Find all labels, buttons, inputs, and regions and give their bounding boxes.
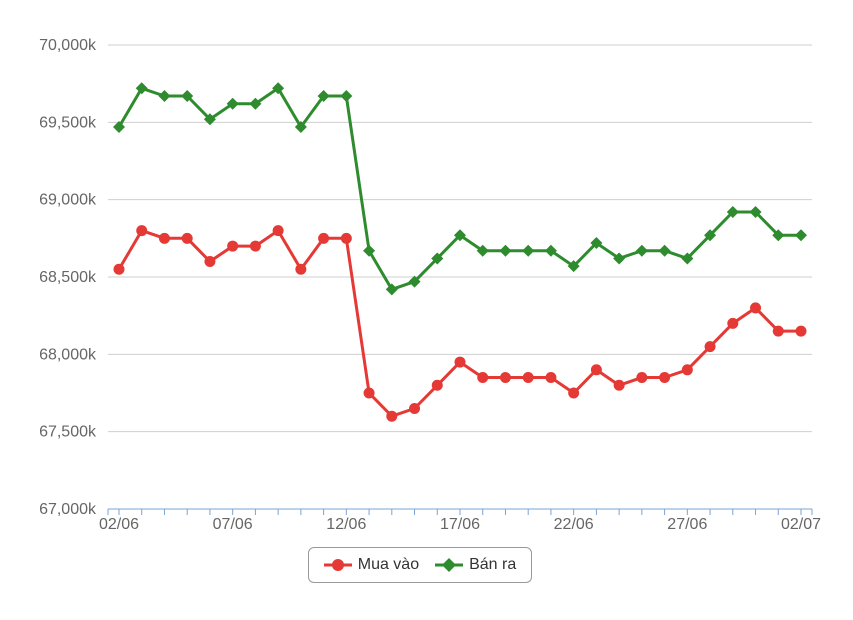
data-point: [158, 90, 171, 103]
data-point: [363, 244, 376, 257]
x-tick-label: 22/06: [554, 516, 594, 533]
data-point: [522, 244, 535, 257]
series-line-2: [117, 86, 801, 291]
data-point: [318, 232, 330, 244]
data-point: [227, 240, 239, 252]
data-point: [136, 225, 148, 237]
data-point: [409, 402, 421, 414]
legend-item-mua-vao[interactable]: Mua vào: [323, 556, 420, 574]
x-tick-label: 02/06: [99, 516, 139, 533]
data-point: [408, 275, 421, 288]
data-point: [454, 356, 466, 368]
legend-swatch-diamond-icon: [435, 558, 464, 572]
data-point: [340, 90, 353, 103]
data-point: [499, 372, 511, 384]
data-point: [249, 97, 262, 110]
y-tick-label: 67,500k: [39, 424, 97, 441]
data-point: [658, 244, 671, 257]
data-point: [567, 260, 580, 273]
y-tick-label: 69,000k: [39, 192, 97, 209]
y-tick-label: 67,000k: [39, 501, 97, 518]
x-tick-label: 02/07: [781, 516, 821, 533]
data-point: [704, 229, 717, 242]
data-point: [568, 387, 580, 399]
x-tick-label: 07/06: [213, 516, 253, 533]
legend-label: Bán ra: [469, 556, 517, 573]
data-point: [772, 325, 784, 337]
legend-item-ban-ra[interactable]: Bán ra: [435, 556, 516, 574]
x-tick-label: 27/06: [667, 516, 707, 533]
data-point: [590, 236, 603, 249]
series-layer: [113, 82, 807, 422]
data-point: [727, 317, 739, 329]
y-tick-label: 70,000k: [39, 37, 97, 54]
data-point: [795, 229, 807, 242]
data-point: [204, 256, 216, 268]
y-tick-label: 68,500k: [39, 269, 97, 286]
data-point: [545, 372, 557, 384]
x-tick-label: 17/06: [440, 516, 480, 533]
data-point: [431, 252, 444, 265]
data-point: [135, 82, 148, 95]
data-point: [613, 252, 626, 265]
series-line-1: [117, 229, 801, 418]
data-point: [613, 379, 625, 391]
data-point: [704, 341, 716, 353]
data-point: [113, 120, 125, 133]
y-axis: 67,000k 67,500k 68,000k 68,500k 69,000k 69,50…: [39, 37, 97, 518]
legend: Mua vào Bán ra: [308, 547, 532, 583]
data-point: [590, 364, 602, 376]
data-point: [522, 372, 534, 384]
data-point: [385, 283, 398, 296]
data-point: [431, 379, 443, 391]
data-point: [317, 90, 330, 103]
data-point: [158, 232, 170, 244]
data-point: [181, 232, 193, 244]
y-tick-label: 68,000k: [39, 346, 97, 363]
x-axis: 02/06 07/06 12/06 17/06 22/06 27/06 02/07: [99, 508, 821, 533]
data-point: [272, 225, 284, 237]
data-point: [272, 82, 285, 95]
data-point: [249, 240, 261, 252]
data-point: [203, 113, 216, 126]
data-point: [635, 244, 648, 257]
data-point: [681, 364, 693, 376]
data-point: [772, 229, 785, 242]
data-point: [181, 90, 194, 103]
legend-swatch-circle-icon: [323, 559, 352, 571]
data-point: [386, 410, 398, 422]
legend-label: Mua vào: [357, 556, 420, 573]
data-point: [544, 244, 557, 257]
data-point: [681, 252, 694, 265]
data-point: [340, 232, 352, 244]
grid-lines: [108, 44, 812, 510]
data-point: [294, 120, 307, 133]
data-point: [750, 302, 762, 314]
data-point: [363, 387, 375, 399]
data-point: [226, 97, 239, 110]
data-point: [636, 372, 648, 384]
data-point: [659, 372, 671, 384]
data-point: [499, 244, 512, 257]
data-point: [476, 244, 489, 257]
data-point: [454, 229, 466, 242]
x-tick-label: 12/06: [326, 516, 366, 533]
data-point: [113, 263, 125, 275]
data-point: [726, 206, 739, 219]
data-point: [477, 372, 489, 384]
data-point: [795, 325, 807, 337]
data-point: [295, 263, 307, 275]
y-tick-label: 69,500k: [39, 114, 97, 131]
data-point: [749, 206, 762, 219]
